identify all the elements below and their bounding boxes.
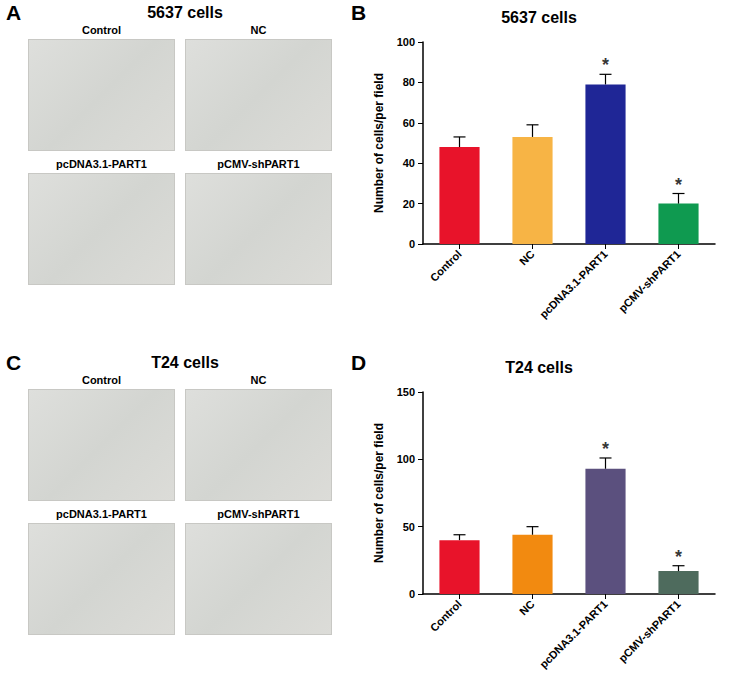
svg-text:*: * (602, 439, 609, 459)
html-text:NC: NC (250, 374, 267, 386)
svg-text:pcDNA3.1-PART1: pcDNA3.1-PART1 (537, 248, 610, 321)
html-text:pCMV-shPART1: pCMV-shPART1 (217, 508, 300, 520)
svg-text:50: 50 (403, 521, 415, 533)
svg-text:60: 60 (403, 117, 415, 129)
svg-text:pCMV-shPART1: pCMV-shPART1 (616, 248, 683, 315)
svg-text:40: 40 (403, 157, 415, 169)
html-text:T24 cells: T24 cells (151, 354, 219, 371)
svg-text:20: 20 (403, 198, 415, 210)
svg-text:Control: Control (428, 248, 464, 284)
svg-text:NC: NC (517, 248, 537, 268)
svg-text:Number of cells/per field: Number of cells/per field (372, 423, 386, 563)
html-text:D: D (351, 351, 367, 374)
svg-text:*: * (675, 547, 682, 567)
svg-text:NC: NC (517, 598, 537, 618)
svg-text:pcDNA3.1-PART1: pcDNA3.1-PART1 (537, 598, 610, 671)
html-text:Control: Control (81, 374, 121, 386)
svg-text:T24 cells: T24 cells (505, 359, 573, 376)
svg-text:5637 cells: 5637 cells (501, 9, 577, 26)
html-text:5637 cells: 5637 cells (147, 4, 223, 21)
html-text:A: A (6, 1, 22, 24)
svg-text:*: * (602, 55, 609, 75)
html-text:NC: NC (250, 24, 267, 36)
svg-text:100: 100 (397, 36, 415, 48)
html-text:pcDNA3.1-PART1: pcDNA3.1-PART1 (56, 158, 147, 170)
html-text:C: C (6, 351, 22, 374)
html-text:Control: Control (81, 24, 121, 36)
html-text:B: B (351, 1, 367, 24)
html-text:pcDNA3.1-PART1: pcDNA3.1-PART1 (56, 508, 147, 520)
svg-text:Number of cells/per field: Number of cells/per field (372, 73, 386, 213)
svg-text:0: 0 (409, 238, 415, 250)
svg-text:0: 0 (409, 588, 415, 600)
svg-text:*: * (675, 175, 682, 195)
svg-text:100: 100 (397, 453, 415, 465)
html-text:pCMV-shPART1: pCMV-shPART1 (217, 158, 300, 170)
svg-text:150: 150 (397, 386, 415, 398)
svg-text:80: 80 (403, 76, 415, 88)
svg-text:pCMV-shPART1: pCMV-shPART1 (616, 598, 683, 665)
svg-text:Control: Control (428, 598, 464, 634)
